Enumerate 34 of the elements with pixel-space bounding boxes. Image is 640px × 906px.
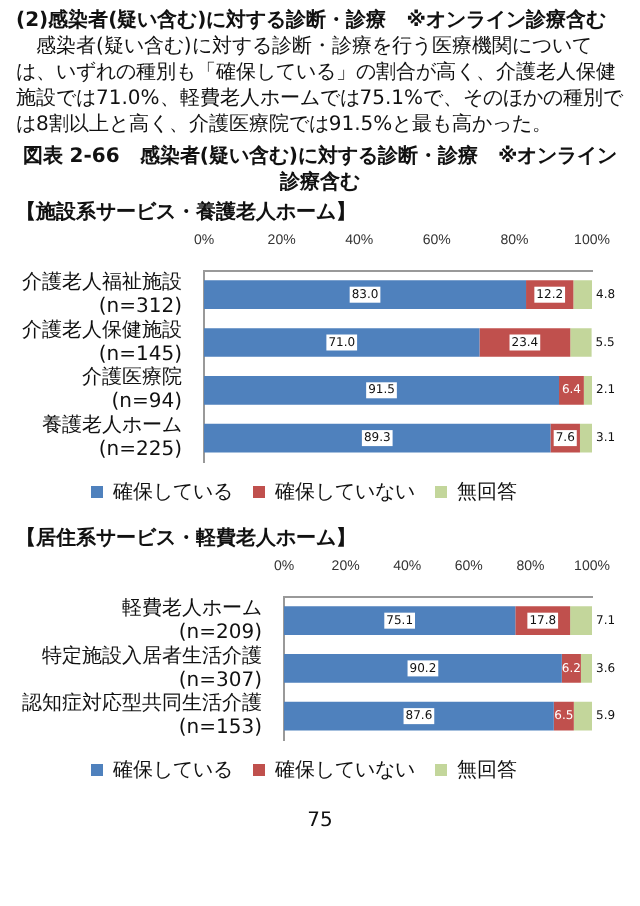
- bar: [583, 375, 592, 405]
- chart-subtitle: 【居住系サービス・軽費老人ホーム】: [16, 526, 358, 552]
- bar: [204, 423, 551, 453]
- bar: [570, 606, 592, 635]
- bar: [570, 328, 592, 357]
- y-tick-label: 認知症対応型共同生活介護(n=153): [22, 691, 263, 740]
- legend-label: 無回答: [457, 479, 517, 504]
- bar: [204, 375, 560, 405]
- text: (2)感染者(疑い含む)に対する診断・診療 ※オンライン診療含む: [16, 8, 608, 34]
- legend-label: 確保している: [111, 481, 233, 504]
- bar: [580, 654, 592, 683]
- y-tick-label: 養護老人ホーム(n=225): [42, 413, 183, 462]
- bar: [204, 280, 527, 310]
- bar: [204, 328, 480, 357]
- text: 感染者(疑い含む)に対する診断・診療を行う医療機関については、いずれの種別も「確保している」の割合が高く、介護老人保健施設では71.0%、軽費老人ホームでは75.1%で、そのほかの種別では8割以上と高く、介護医療院では91.5%と最も高かった。: [16, 34, 624, 138]
- bar: [284, 606, 516, 635]
- bar: [579, 423, 592, 453]
- y-tick-label: 介護老人保健施設(n=145): [22, 317, 183, 366]
- y-tick-label: 特定施設入居者生活介護(n=307): [42, 643, 263, 692]
- text: 75: [305, 808, 335, 834]
- legend-label: 確保している: [111, 759, 233, 782]
- y-tick-label: 軽費老人ホーム(n=209): [122, 595, 263, 644]
- bar: [559, 375, 584, 405]
- legend-label: 確保していない: [273, 481, 415, 504]
- legend-label: 確保していない: [273, 759, 415, 782]
- bar: [573, 280, 592, 310]
- bar: [284, 654, 562, 683]
- chart-subtitle: 【施設系サービス・養護老人ホーム】: [16, 200, 358, 226]
- y-tick-label: 介護老人福祉施設(n=312): [22, 269, 183, 318]
- legend-label: 無回答: [457, 757, 517, 782]
- bar: [573, 701, 592, 731]
- chart-title: 図表 2-66 感染者(疑い含む)に対する診断・診療 ※オンライン診療含む: [20, 144, 620, 196]
- bar: [284, 701, 554, 731]
- y-tick-label: 介護医療院(n=94): [82, 365, 183, 414]
